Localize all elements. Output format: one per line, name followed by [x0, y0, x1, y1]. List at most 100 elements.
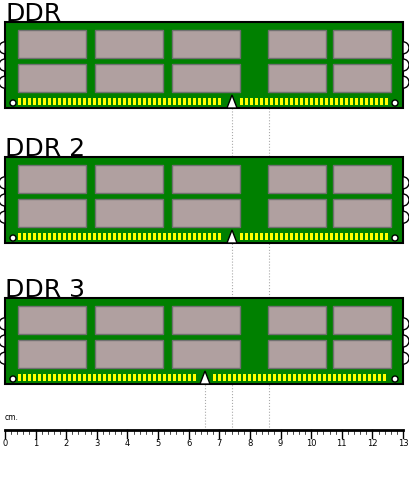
Bar	[183, 233, 186, 240]
Bar	[285, 233, 288, 240]
Bar	[113, 98, 116, 105]
Bar	[28, 98, 31, 105]
Bar	[340, 98, 343, 105]
Text: 10: 10	[306, 439, 317, 448]
Bar	[128, 98, 131, 105]
Bar	[258, 374, 261, 381]
Bar	[268, 199, 326, 227]
Bar	[123, 98, 126, 105]
Bar	[53, 98, 56, 105]
Bar	[38, 98, 41, 105]
Bar	[108, 374, 111, 381]
Bar	[373, 374, 376, 381]
Bar	[178, 98, 181, 105]
Bar	[278, 374, 281, 381]
Bar	[38, 374, 41, 381]
Wedge shape	[0, 177, 5, 189]
Bar	[363, 374, 366, 381]
Bar	[172, 64, 240, 92]
Wedge shape	[0, 42, 5, 54]
Polygon shape	[227, 230, 237, 243]
Bar	[148, 98, 151, 105]
Text: 3: 3	[94, 439, 99, 448]
Bar	[310, 98, 313, 105]
Bar	[315, 233, 318, 240]
Bar	[168, 98, 171, 105]
Text: 7: 7	[217, 439, 222, 448]
Bar	[248, 374, 251, 381]
Bar	[298, 374, 301, 381]
Bar	[118, 374, 121, 381]
Bar	[18, 165, 86, 193]
Bar	[168, 233, 171, 240]
Bar	[98, 98, 101, 105]
Bar	[268, 306, 326, 334]
Wedge shape	[403, 352, 409, 364]
Bar	[218, 98, 221, 105]
Bar	[295, 233, 298, 240]
Wedge shape	[0, 211, 5, 223]
Text: 1: 1	[33, 439, 38, 448]
Bar	[138, 374, 141, 381]
Wedge shape	[0, 335, 5, 347]
Bar	[283, 374, 286, 381]
Bar	[18, 64, 86, 92]
Bar	[260, 98, 263, 105]
Bar	[183, 374, 186, 381]
Bar	[103, 233, 106, 240]
Bar	[173, 233, 176, 240]
Bar	[53, 374, 56, 381]
Bar	[368, 374, 371, 381]
Bar	[260, 233, 263, 240]
Bar	[313, 374, 316, 381]
Bar	[335, 233, 338, 240]
Bar	[118, 98, 121, 105]
Bar	[243, 374, 246, 381]
Bar	[318, 374, 321, 381]
Bar	[343, 374, 346, 381]
Bar	[345, 98, 348, 105]
Bar	[333, 165, 391, 193]
Bar	[360, 98, 363, 105]
Bar	[43, 233, 46, 240]
Bar	[250, 98, 253, 105]
Wedge shape	[0, 318, 5, 330]
Wedge shape	[403, 59, 409, 71]
Bar	[138, 98, 141, 105]
Bar	[310, 233, 313, 240]
Bar	[300, 98, 303, 105]
Bar	[143, 233, 146, 240]
Bar	[375, 98, 378, 105]
Bar	[325, 98, 328, 105]
Bar	[273, 374, 276, 381]
Bar	[108, 233, 111, 240]
Bar	[172, 165, 240, 193]
Bar	[193, 98, 196, 105]
Bar	[78, 374, 81, 381]
Bar	[213, 233, 216, 240]
Bar	[353, 374, 356, 381]
Bar	[148, 374, 151, 381]
Bar	[93, 98, 96, 105]
Bar	[43, 98, 46, 105]
Bar	[275, 98, 278, 105]
Bar	[23, 233, 26, 240]
Bar	[88, 233, 91, 240]
Bar	[28, 233, 31, 240]
Bar	[218, 233, 221, 240]
Circle shape	[10, 376, 16, 382]
Bar	[108, 98, 111, 105]
Bar	[158, 98, 161, 105]
Bar	[208, 233, 211, 240]
Bar	[238, 374, 241, 381]
Bar	[293, 374, 296, 381]
Bar	[173, 98, 176, 105]
Bar	[103, 98, 106, 105]
Bar	[345, 233, 348, 240]
Bar	[303, 374, 306, 381]
Text: 12: 12	[367, 439, 378, 448]
Bar	[213, 98, 216, 105]
Bar	[188, 233, 191, 240]
Bar	[288, 374, 291, 381]
Bar	[348, 374, 351, 381]
